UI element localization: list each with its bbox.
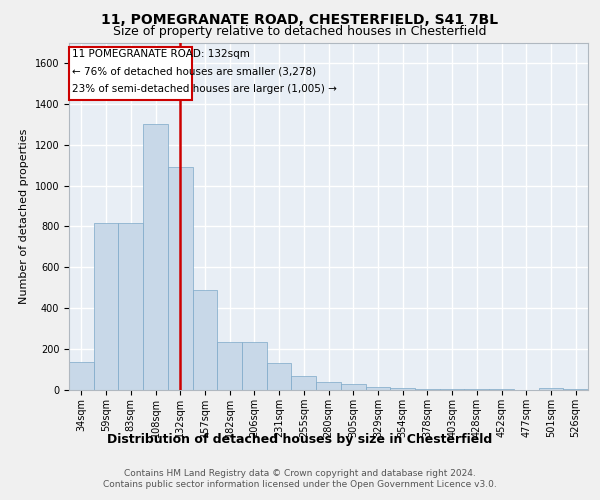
Y-axis label: Number of detached properties: Number of detached properties (19, 128, 29, 304)
Bar (341, 384, 365, 390)
Bar (563, 389, 588, 390)
Bar (415, 389, 440, 390)
Bar (94, 224, 118, 390)
Bar (70, 46, 192, 100)
Text: Size of property relative to detached houses in Chesterfield: Size of property relative to detached ho… (113, 25, 487, 38)
Bar (440, 389, 464, 390)
Bar (292, 376, 316, 390)
Text: Contains HM Land Registry data © Crown copyright and database right 2024.: Contains HM Land Registry data © Crown c… (124, 469, 476, 478)
Bar (539, 388, 563, 390)
Bar (242, 342, 267, 390)
Bar (193, 290, 217, 390)
Text: 11, POMEGRANATE ROAD, CHESTERFIELD, S41 7BL: 11, POMEGRANATE ROAD, CHESTERFIELD, S41 … (101, 12, 499, 26)
Bar (118, 224, 143, 390)
Bar (316, 382, 341, 390)
Bar (143, 124, 168, 390)
Text: 23% of semi-detached houses are larger (1,005) →: 23% of semi-detached houses are larger (… (73, 84, 337, 94)
Text: 11 POMEGRANATE ROAD: 132sqm: 11 POMEGRANATE ROAD: 132sqm (73, 48, 250, 58)
Bar (267, 364, 292, 390)
Text: Distribution of detached houses by size in Chesterfield: Distribution of detached houses by size … (107, 432, 493, 446)
Bar (390, 388, 415, 390)
Bar (217, 342, 242, 390)
Bar (365, 387, 390, 390)
Bar (168, 167, 193, 390)
Text: Contains public sector information licensed under the Open Government Licence v3: Contains public sector information licen… (103, 480, 497, 489)
Bar (69, 362, 94, 390)
Text: ← 76% of detached houses are smaller (3,278): ← 76% of detached houses are smaller (3,… (73, 66, 317, 76)
